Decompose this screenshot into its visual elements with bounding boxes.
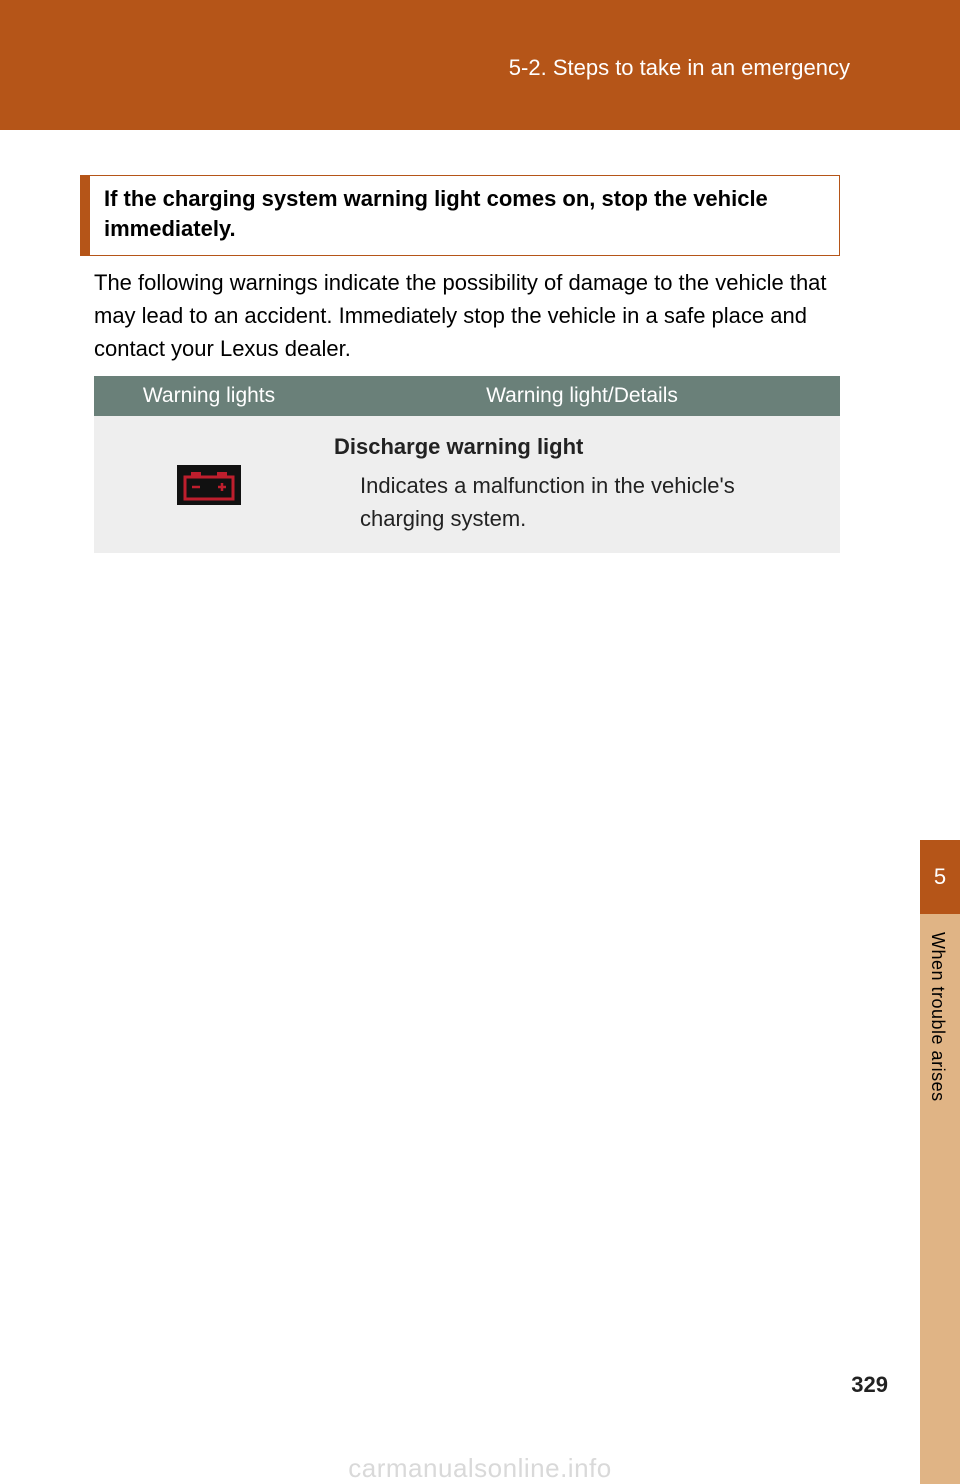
page-number: 329	[851, 1372, 888, 1398]
warning-detail: Indicates a malfunction in the vehicle's…	[334, 469, 822, 535]
chapter-tab-number: 5	[920, 840, 960, 914]
watermark: carmanualsonline.info	[0, 1453, 960, 1484]
table-header-row: Warning lights Warning light/Details	[94, 376, 840, 416]
battery-icon	[177, 465, 241, 505]
body-paragraph: The following warnings indicate the poss…	[94, 266, 840, 365]
table-row: Discharge warning light Indicates a malf…	[94, 416, 840, 553]
manual-page: 5-2. Steps to take in an emergency 5 Whe…	[0, 0, 960, 1484]
warning-detail-cell: Discharge warning light Indicates a malf…	[324, 416, 840, 553]
table-header-cell: Warning light/Details	[324, 376, 840, 416]
table-header-cell: Warning lights	[94, 376, 324, 416]
chapter-tab-label: When trouble arises	[927, 932, 948, 1102]
warning-icon-cell	[94, 416, 324, 553]
callout-heading: If the charging system warning light com…	[80, 175, 840, 256]
warning-table: Warning lights Warning light/Details Dis…	[94, 376, 840, 553]
warning-title: Discharge warning light	[334, 430, 822, 463]
section-header: 5-2. Steps to take in an emergency	[509, 55, 850, 81]
